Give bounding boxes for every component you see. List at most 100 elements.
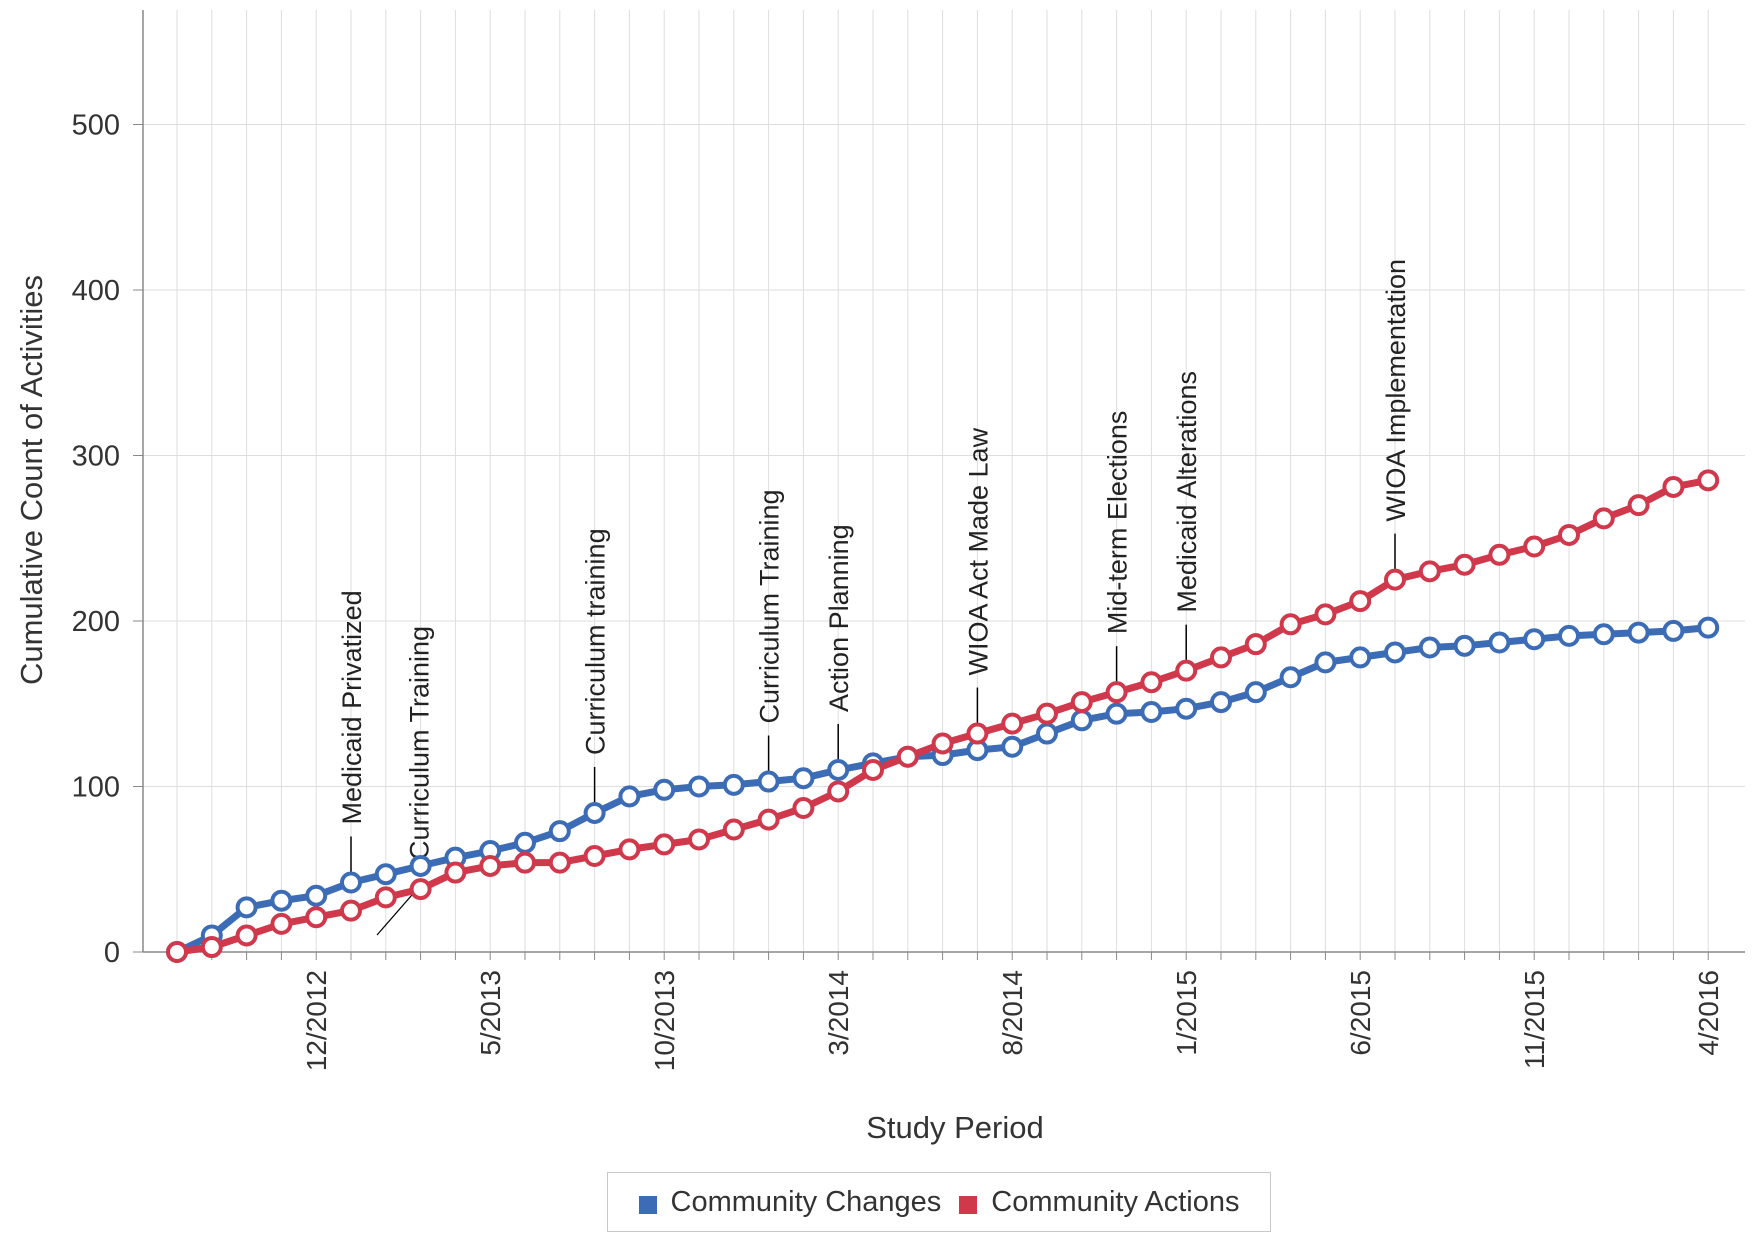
data-point-community-actions [1488, 543, 1511, 566]
x-tick-labels: 12/2012 5/2013 10/2013 3/2014 8/2014 1/2015 6/… [301, 970, 1724, 1071]
y-tick-label: 0 [104, 937, 120, 969]
annotation-label: WIOA Act Made Law [963, 427, 993, 675]
data-point-community-actions [653, 833, 676, 856]
data-point-community-actions [618, 838, 641, 861]
data-point-community-changes [270, 889, 293, 912]
data-point-community-actions [1070, 691, 1093, 714]
data-point-community-actions [1592, 507, 1615, 530]
legend-item-community-actions[interactable]: Community Actions [959, 1185, 1240, 1219]
x-tick-label: 11/2015 [1519, 970, 1550, 1069]
data-point-community-changes [722, 773, 745, 796]
data-point-community-actions [862, 758, 884, 781]
data-point-community-actions [966, 722, 989, 745]
x-tick-label: 1/2015 [1171, 970, 1202, 1056]
data-point-community-actions [583, 845, 606, 868]
y-tick-label: 500 [72, 110, 120, 142]
data-point-community-actions [1697, 469, 1720, 492]
data-point-community-actions [1001, 712, 1024, 735]
data-point-community-changes [1488, 631, 1511, 654]
y-tick-label: 300 [72, 441, 120, 473]
data-point-community-changes [1662, 619, 1685, 642]
data-point-community-actions [688, 828, 710, 851]
y-tick-labels: 0 100 200 300 400 500 [72, 110, 120, 970]
data-point-community-changes [653, 778, 676, 801]
data-point-community-changes [1036, 722, 1058, 745]
data-point-community-actions [1384, 568, 1406, 591]
data-point-community-changes [305, 884, 328, 907]
annotation-line [376, 887, 419, 936]
data-point-community-actions [1558, 523, 1580, 546]
data-point-community-actions [1523, 535, 1546, 558]
data-point-community-changes [1279, 666, 1302, 689]
data-point-community-actions [1349, 590, 1372, 613]
data-point-community-actions [757, 808, 780, 831]
legend-label: Community Actions [991, 1185, 1240, 1218]
legend-label: Community Changes [670, 1185, 942, 1218]
data-point-community-changes [1349, 646, 1372, 669]
data-point-community-changes [1070, 709, 1093, 732]
data-point-community-actions [1279, 613, 1302, 636]
data-point-community-changes [340, 871, 362, 894]
data-point-community-actions [479, 854, 502, 877]
data-point-community-changes [1453, 634, 1476, 657]
event-annotations: Medicaid Privatized Curriculum Training Cu… [337, 259, 1411, 936]
data-point-community-changes [1105, 702, 1128, 725]
chart-legend: Community Changes Community Actions [607, 1172, 1271, 1232]
data-point-community-actions [827, 780, 850, 803]
data-point-community-changes [374, 863, 397, 886]
y-tick-label: 200 [72, 606, 120, 638]
data-point-community-actions [1210, 646, 1232, 669]
data-point-community-actions [1105, 681, 1128, 704]
annotation-label: Curriculum training [581, 528, 611, 755]
data-point-community-actions [1175, 659, 1198, 682]
annotation-label: Curriculum Training [755, 489, 785, 723]
data-point-community-actions [1627, 494, 1650, 517]
data-point-community-changes [827, 758, 850, 781]
data-point-community-actions [1453, 553, 1476, 576]
data-point-community-changes [1523, 628, 1546, 651]
data-point-community-changes [1001, 735, 1024, 758]
data-point-community-actions [792, 797, 815, 820]
data-point-community-actions [235, 924, 258, 947]
annotation-label: Curriculum Training [405, 626, 435, 860]
x-tick-label: 3/2014 [823, 970, 854, 1056]
data-point-community-actions [548, 851, 571, 874]
x-tick-label: 4/2016 [1693, 970, 1724, 1056]
data-point-community-changes [514, 831, 536, 854]
annotation-label: Action Planning [824, 524, 854, 712]
data-point-community-actions [1418, 560, 1441, 583]
x-tick-label: 12/2012 [301, 970, 332, 1071]
data-point-community-changes [1210, 691, 1232, 714]
data-point-community-changes [583, 801, 606, 824]
data-point-community-changes [792, 767, 815, 790]
data-point-community-actions [1036, 702, 1058, 725]
data-point-community-changes [1140, 701, 1163, 724]
data-point-community-actions [722, 818, 745, 841]
data-point-community-changes [1244, 681, 1267, 704]
data-point-community-actions [1662, 475, 1685, 498]
data-point-community-actions [1140, 671, 1163, 694]
data-point-community-actions [1244, 633, 1267, 656]
x-axis-label: Study Period [866, 1110, 1044, 1145]
data-point-community-changes [1384, 641, 1406, 664]
annotation-label: WIOA Implementation [1381, 259, 1411, 522]
series-points [166, 469, 1720, 963]
x-tick-label: 6/2015 [1345, 970, 1376, 1056]
y-tick-label: 100 [72, 772, 120, 804]
data-point-community-changes [757, 770, 780, 793]
data-point-community-changes [1558, 624, 1580, 647]
data-point-community-changes [688, 775, 710, 798]
data-point-community-actions [374, 886, 397, 909]
x-tick-label: 10/2013 [649, 970, 680, 1071]
data-point-community-changes [1175, 697, 1198, 720]
axes [142, 10, 1745, 953]
legend-item-community-changes[interactable]: Community Changes [638, 1185, 942, 1219]
data-point-community-actions [409, 878, 432, 901]
x-tick-label: 8/2014 [997, 970, 1028, 1056]
x-tick-label: 5/2013 [475, 970, 506, 1056]
data-point-community-actions [931, 732, 954, 755]
data-point-community-actions [305, 906, 328, 929]
annotation-label: Medicaid Alterations [1172, 371, 1202, 613]
legend-swatch-red [959, 1196, 978, 1214]
